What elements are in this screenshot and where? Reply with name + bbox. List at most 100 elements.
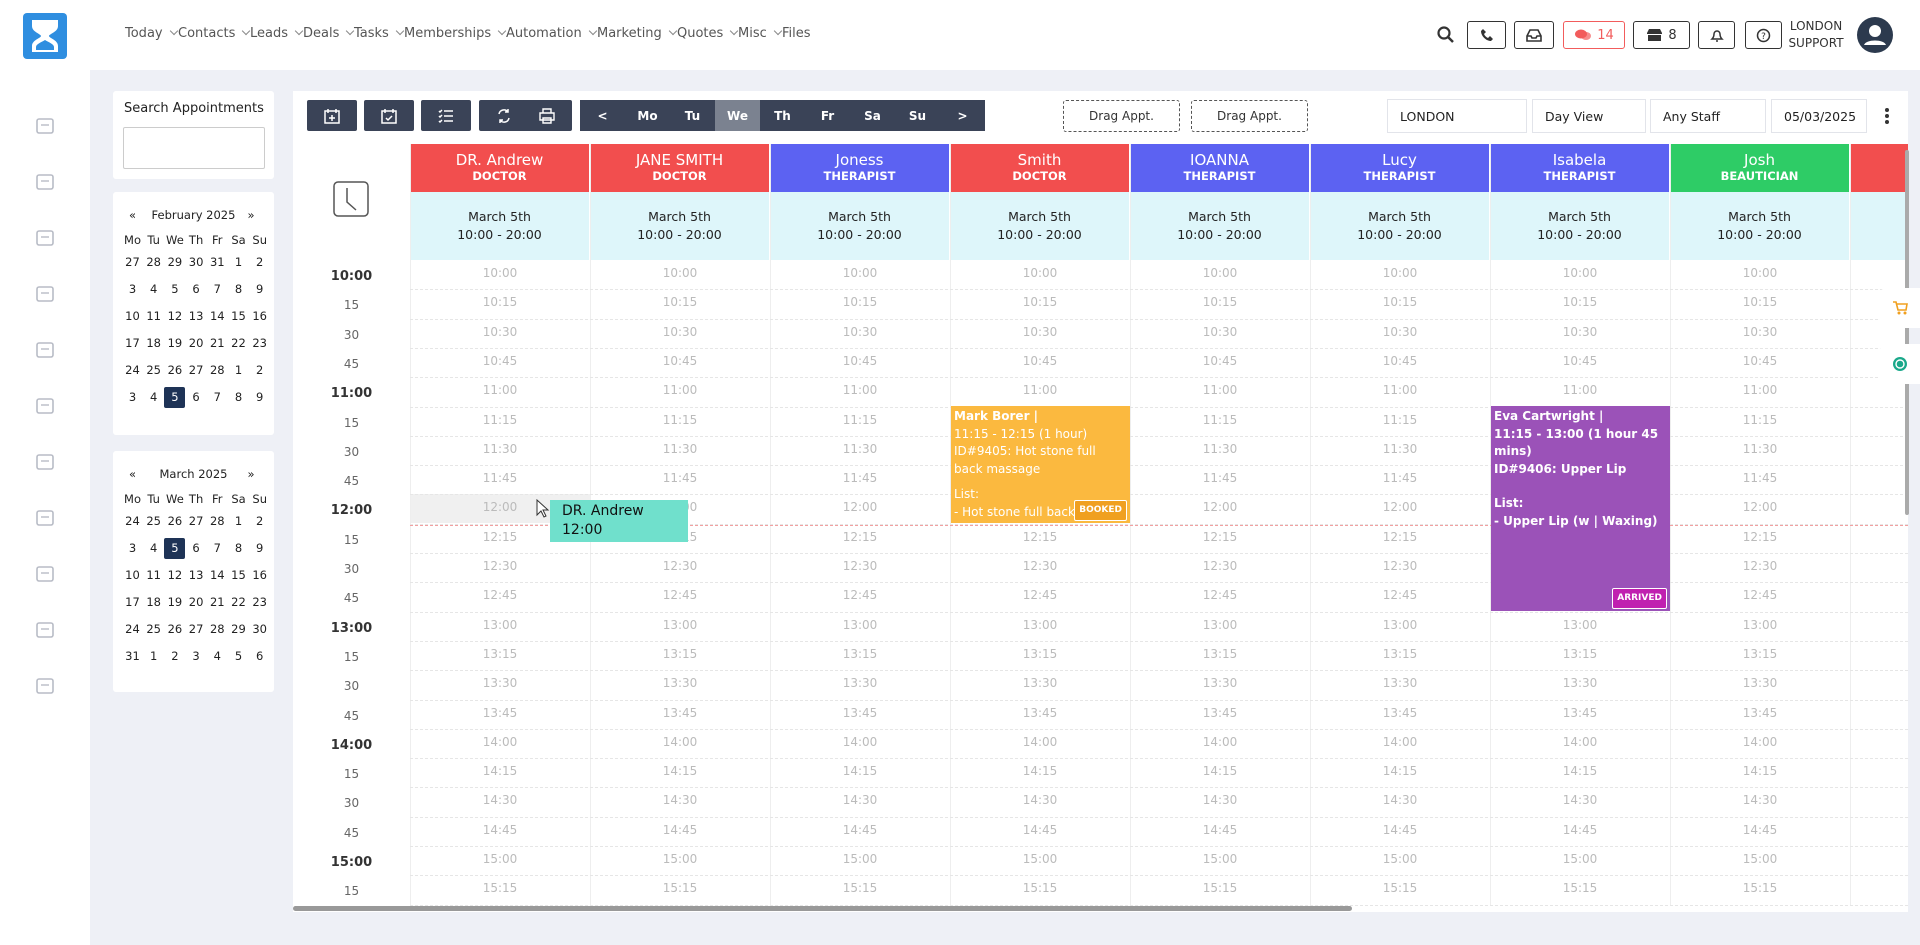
time-slot[interactable]: 14:30 [1562,793,1598,808]
calendar-day[interactable]: 11 [146,568,161,582]
time-slot[interactable]: 10:30 [662,324,698,339]
sidebar-icon[interactable] [35,620,55,640]
time-slot[interactable]: 10:15 [482,295,518,310]
calendar-day[interactable]: 2 [256,514,264,528]
time-slot[interactable]: 10:45 [842,353,878,368]
inbox-button[interactable] [1514,21,1554,49]
drag-appointment[interactable]: Drag Appt. [1063,100,1180,132]
time-slot[interactable]: 14:00 [1022,734,1058,749]
time-slot[interactable]: 11:45 [1202,471,1238,486]
time-slot[interactable]: 13:45 [1562,705,1598,720]
time-slot[interactable]: 13:00 [1022,617,1058,632]
time-slot[interactable]: 14:15 [842,764,878,779]
time-slot[interactable]: 15:00 [1742,852,1778,866]
calendar-day[interactable]: 11 [146,309,161,323]
calendar-day[interactable]: 2 [256,255,264,269]
calendar-day[interactable]: 8 [234,282,243,296]
time-slot[interactable]: 11:00 [1022,383,1058,398]
time-slot[interactable]: 11:15 [1202,412,1238,427]
time-slot[interactable]: 13:00 [842,617,878,632]
calendar-day[interactable]: 2 [256,363,264,377]
avatar[interactable] [1857,17,1893,53]
time-slot[interactable]: 11:30 [1202,441,1238,456]
day-button[interactable]: Sa [850,100,895,131]
sidebar-icon[interactable] [35,396,55,416]
time-slot[interactable]: 12:15 [1742,529,1778,544]
time-slot[interactable]: 12:00 [1202,500,1238,515]
calendar-day[interactable]: 1 [234,363,243,377]
time-slot[interactable]: 12:30 [1202,559,1238,573]
time-slot[interactable]: 15:15 [1382,881,1418,896]
time-slot[interactable]: 13:45 [1382,705,1418,720]
search-icon[interactable] [1437,26,1455,44]
time-slot[interactable]: 12:00 [1742,500,1778,515]
more-menu[interactable] [1883,106,1891,126]
horizontal-scrollbar[interactable] [293,906,1352,911]
help-button[interactable]: ? [1745,21,1782,49]
time-slot[interactable]: 15:15 [1562,881,1598,896]
time-slot[interactable]: 14:15 [1202,764,1238,779]
time-slot[interactable]: 12:30 [482,559,518,573]
time-slot[interactable]: 15:00 [1202,852,1238,866]
calendar-day[interactable]: 28 [146,255,161,269]
calendar-day[interactable]: 6 [256,649,264,663]
time-slot[interactable]: 10:00 [1742,266,1778,280]
calendar-day[interactable]: 19 [167,336,183,350]
calendar-day[interactable]: 6 [192,390,200,404]
calendar-day[interactable]: 7 [213,282,221,296]
calendar-day[interactable]: 30 [252,622,267,636]
time-slot[interactable]: 13:30 [1382,676,1418,691]
time-slot[interactable]: 11:45 [1382,471,1418,486]
time-slot[interactable]: 14:15 [482,764,518,779]
time-slot[interactable]: 14:45 [1562,822,1598,837]
calendar-day[interactable]: 3 [128,282,137,296]
time-slot[interactable]: 15:00 [1562,852,1598,866]
calendar-day[interactable]: 25 [146,622,161,636]
calendar-day[interactable]: 24 [125,363,140,377]
time-slot[interactable]: 10:15 [1022,295,1058,310]
time-slot[interactable]: 14:45 [482,822,518,837]
whatsapp-widget[interactable] [1880,344,1920,384]
day-button[interactable]: Tu [670,100,715,131]
calendar-day[interactable]: 29 [167,255,183,269]
calendar-day[interactable]: 13 [188,309,204,323]
time-slot[interactable]: 14:00 [482,734,518,749]
calendar-day[interactable]: 4 [150,282,158,296]
time-slot[interactable]: 14:30 [482,793,518,808]
day-button[interactable]: Fr [805,100,850,131]
time-slot[interactable]: 14:00 [842,734,878,749]
calendar-day[interactable]: 8 [234,541,243,555]
time-slot[interactable]: 12:15 [1382,529,1418,544]
logo[interactable] [22,12,68,60]
check-button[interactable] [364,100,414,131]
time-slot[interactable]: 11:00 [1562,383,1598,398]
calendar-day[interactable]: 9 [256,390,264,404]
user-name[interactable]: LONDON SUPPORT [1786,18,1846,52]
time-slot[interactable]: 13:00 [482,617,518,632]
time-slot[interactable]: 14:15 [662,764,698,779]
time-slot[interactable]: 10:15 [662,295,698,310]
filter-select[interactable]: 05/03/2025 [1771,99,1867,133]
time-slot[interactable]: 12:15 [1202,529,1238,544]
appointment[interactable]: Eva Cartwright | 11:15 - 13:00 (1 hour 4… [1491,406,1670,611]
time-slot[interactable]: 13:30 [842,676,878,691]
time-slot[interactable]: 11:45 [842,471,878,486]
menu-item[interactable]: Leads [250,26,302,41]
time-slot[interactable]: 10:00 [842,266,878,280]
chat-button[interactable]: 14 [1563,21,1625,49]
calendar-day[interactable]: 27 [125,255,140,269]
time-slot[interactable]: 13:45 [842,705,878,720]
menu-item[interactable]: Marketing [597,26,676,41]
calendar-day[interactable]: 1 [150,649,158,663]
time-slot[interactable]: 15:00 [1382,852,1418,866]
time-slot[interactable]: 12:45 [1382,588,1418,603]
time-slot[interactable]: 11:00 [842,383,878,398]
day-button[interactable]: Su [895,100,940,131]
calendar-day[interactable]: 12 [167,568,183,582]
time-slot[interactable]: 13:15 [662,646,698,661]
time-slot[interactable]: 10:45 [1742,353,1778,368]
time-slot[interactable]: 14:15 [1562,764,1598,779]
new-appointment-button[interactable] [307,100,357,131]
time-slot[interactable]: 13:00 [1202,617,1238,632]
time-slot[interactable]: 12:30 [1382,559,1418,573]
